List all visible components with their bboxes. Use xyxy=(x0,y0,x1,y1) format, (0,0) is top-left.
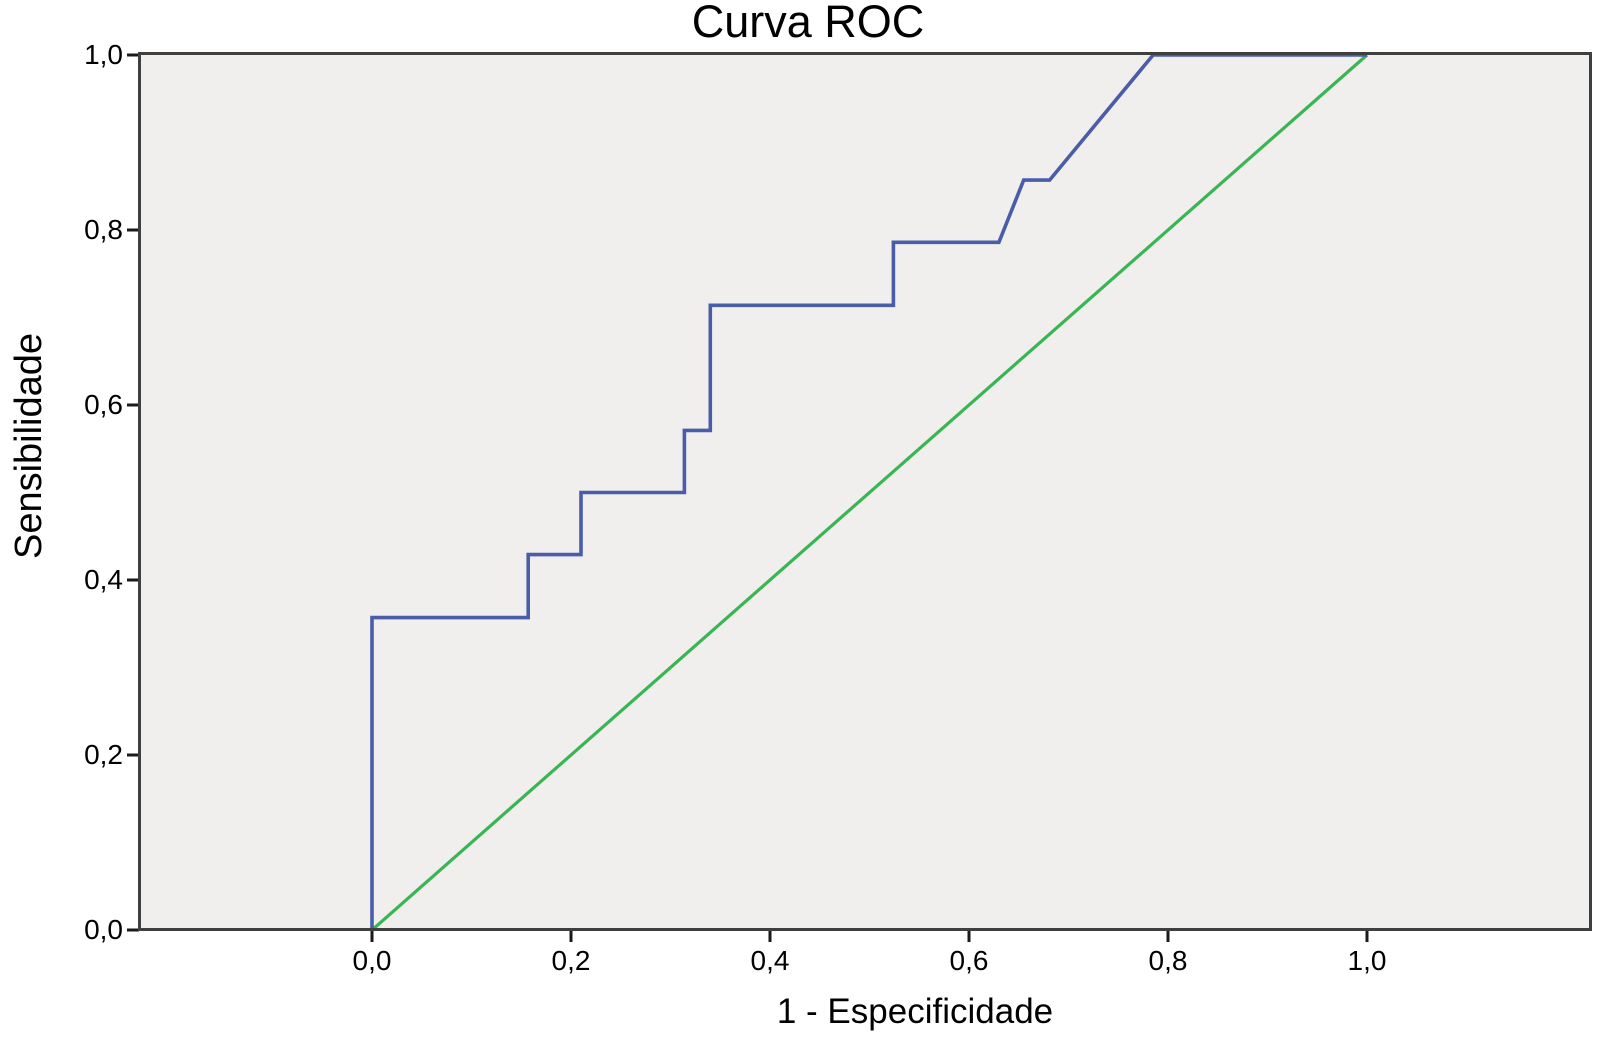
plot-background xyxy=(138,53,1592,931)
x-tick-label: 0,8 xyxy=(1148,945,1188,976)
y-tick-label: 1,0 xyxy=(84,39,123,70)
y-tick-label: 0,6 xyxy=(84,389,123,420)
y-tick-label: 0,0 xyxy=(84,914,123,945)
y-tick-label: 0,2 xyxy=(84,739,123,770)
x-tick-label: 0,2 xyxy=(551,945,591,976)
x-tick-label: 0,4 xyxy=(750,945,790,976)
chart-title: Curva ROC xyxy=(691,0,925,47)
x-tick-label: 1,0 xyxy=(1347,945,1387,976)
x-axis-title: 1 - Especificidade xyxy=(776,992,1054,1031)
roc-curve-line xyxy=(370,53,1367,930)
x-tick-label: 0,6 xyxy=(949,945,989,976)
reference-diagonal-line xyxy=(370,53,1369,932)
plot-frame xyxy=(138,52,1592,931)
x-tick-label: 0,0 xyxy=(352,945,392,976)
y-tick-label: 0,8 xyxy=(84,214,123,245)
y-tick-label: 0,4 xyxy=(84,564,123,595)
